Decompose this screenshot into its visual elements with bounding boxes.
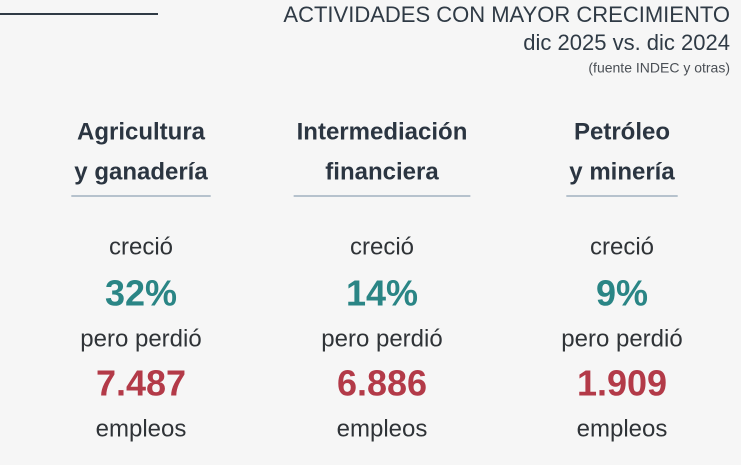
jobs-value: 7.487 xyxy=(96,363,186,404)
growth-value: 14% xyxy=(346,273,418,314)
title: ACTIVIDADES CON MAYOR CRECIMIENTO xyxy=(283,2,730,27)
grew-label: creció xyxy=(109,233,173,260)
lost-label: pero perdió xyxy=(80,325,201,352)
column-title: y ganadería xyxy=(74,158,208,185)
jobs-unit: empleos xyxy=(337,415,428,442)
growth-value: 32% xyxy=(105,273,177,314)
column-title: Petróleo xyxy=(574,118,670,145)
grew-label: creció xyxy=(350,233,414,260)
jobs-value: 1.909 xyxy=(577,363,667,404)
subtitle: dic 2025 vs. dic 2024 xyxy=(523,30,730,55)
column-title: y minería xyxy=(569,158,675,185)
lost-label: pero perdió xyxy=(561,325,682,352)
growth-value: 9% xyxy=(596,273,648,314)
jobs-unit: empleos xyxy=(96,415,187,442)
lost-label: pero perdió xyxy=(321,325,442,352)
grew-label: creció xyxy=(590,233,654,260)
column-title: financiera xyxy=(325,158,439,185)
jobs-unit: empleos xyxy=(577,415,668,442)
column-title: Agricultura xyxy=(77,118,206,145)
jobs-value: 6.886 xyxy=(337,363,427,404)
source: (fuente INDEC y otras) xyxy=(588,60,730,76)
column-title: Intermediación xyxy=(297,118,468,145)
